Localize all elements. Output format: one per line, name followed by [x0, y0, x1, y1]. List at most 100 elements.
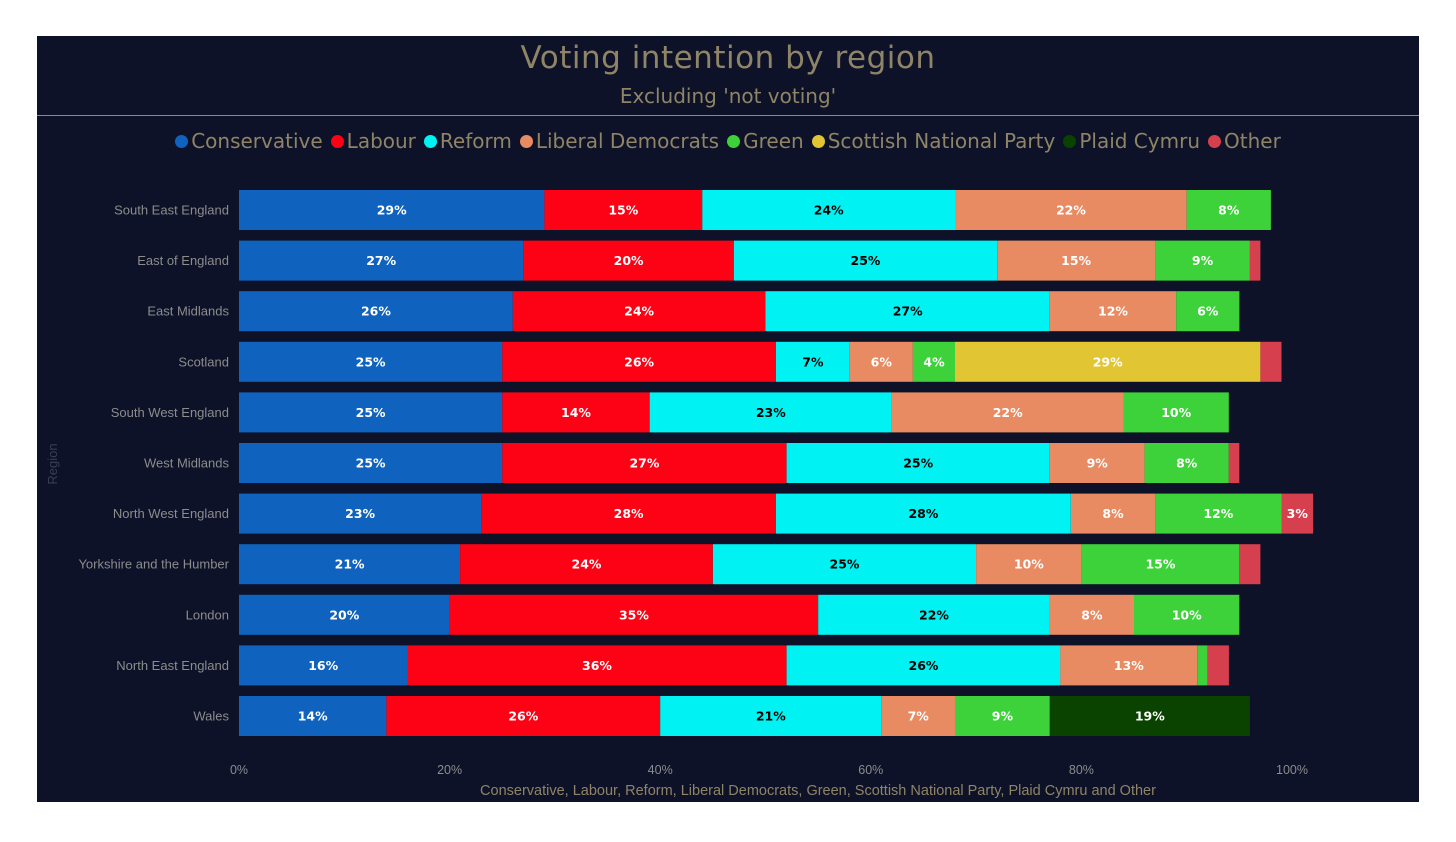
data-label: 28%	[908, 506, 938, 521]
x-tick-label: 20%	[437, 763, 462, 777]
data-label: 15%	[1061, 253, 1091, 268]
data-label: 10%	[1161, 405, 1191, 420]
data-label: 15%	[1145, 557, 1175, 572]
data-label: 7%	[908, 709, 930, 724]
legend-item[interactable]: Other	[1208, 129, 1281, 153]
data-label: 15%	[608, 203, 638, 218]
data-label: 6%	[871, 354, 893, 369]
category-label: London	[186, 607, 229, 622]
bar-segment	[1070, 493, 1156, 534]
legend-label: Conservative	[191, 129, 323, 153]
data-label: 26%	[909, 658, 939, 673]
bar-segment	[997, 240, 1156, 281]
data-label: 21%	[335, 557, 365, 572]
bar-segment	[786, 645, 1061, 686]
bar-segment	[1281, 493, 1314, 534]
bar-segment	[239, 645, 408, 686]
bar-segment	[891, 392, 1124, 433]
legend-item[interactable]: Scottish National Party	[811, 129, 1056, 153]
data-label: 23%	[345, 506, 375, 521]
data-label: 25%	[356, 354, 386, 369]
data-label: 29%	[377, 203, 407, 218]
bar-segment	[955, 190, 1187, 230]
data-label: 28%	[614, 506, 644, 521]
category-label: North East England	[116, 658, 229, 673]
legend-swatch	[423, 134, 437, 148]
bar-segment	[239, 291, 513, 332]
legend-item[interactable]: Green	[727, 129, 804, 153]
bar-segment	[449, 594, 819, 635]
legend-item[interactable]: Liberal Democrats	[519, 129, 719, 153]
bar-segment	[1144, 443, 1229, 483]
data-label: 25%	[356, 405, 386, 420]
data-label: 36%	[582, 658, 612, 673]
data-label: 20%	[614, 253, 644, 268]
title-divider	[37, 115, 1419, 116]
data-label: 12%	[1203, 506, 1233, 521]
data-label: 22%	[993, 405, 1023, 420]
bar-segment	[239, 341, 503, 382]
category-label: Yorkshire and the Humber	[78, 557, 229, 572]
bar-segment	[1049, 291, 1177, 332]
category-label: South West England	[111, 405, 229, 420]
category-label: East Midlands	[147, 304, 229, 319]
bar-segment	[912, 341, 955, 382]
bar-segment	[1049, 594, 1134, 635]
bar-segment	[523, 240, 734, 281]
data-label: 25%	[830, 557, 860, 572]
bar-segment	[649, 392, 892, 433]
data-label: 8%	[1081, 607, 1103, 622]
bar-segment	[481, 493, 776, 534]
bar-segment	[881, 696, 955, 736]
bar-segment	[1060, 645, 1198, 686]
data-label: 8%	[1102, 506, 1124, 521]
legend-item[interactable]: Plaid Cymru	[1063, 129, 1200, 153]
legend-swatch	[519, 134, 533, 148]
bar-segment	[1197, 645, 1208, 686]
bar-segment	[1186, 190, 1271, 230]
bar-segment	[239, 240, 524, 281]
bar-segment	[955, 341, 1261, 382]
legend-label: Scottish National Party	[827, 129, 1056, 153]
data-label: 24%	[572, 557, 602, 572]
bar-segment	[660, 696, 882, 736]
bar-segment	[544, 190, 703, 230]
legend-item[interactable]: Conservative	[175, 129, 323, 153]
x-tick-label: 0%	[230, 763, 248, 777]
bar-segment	[976, 544, 1082, 585]
data-label: 25%	[851, 253, 881, 268]
category-label: East of England	[137, 253, 229, 268]
legend: Conservative Labour Reform Liberal Democrat…	[37, 129, 1419, 153]
legend-item[interactable]: Labour	[330, 129, 416, 153]
data-label: 22%	[919, 607, 949, 622]
x-axis-title: Conservative, Labour, Reform, Liberal De…	[480, 783, 1156, 799]
data-label: 26%	[361, 304, 391, 319]
legend-label: Plaid Cymru	[1079, 129, 1200, 153]
data-label: 27%	[893, 304, 923, 319]
data-label: 14%	[561, 405, 591, 420]
bar-segment	[239, 392, 503, 433]
bar-segment	[1134, 594, 1240, 635]
bar-segment	[502, 392, 650, 433]
bar-segment	[239, 544, 461, 585]
data-label: 3%	[1287, 506, 1309, 521]
data-label: 26%	[624, 354, 654, 369]
bar-segment	[1155, 493, 1282, 534]
legend-label: Other	[1224, 129, 1281, 153]
bar-segment	[733, 240, 998, 281]
legend-item[interactable]: Reform	[423, 129, 512, 153]
data-label: 9%	[1087, 456, 1109, 471]
bar-segment	[1207, 645, 1229, 686]
legend-label: Green	[743, 129, 804, 153]
category-label: North West England	[113, 506, 229, 521]
legend-label: Labour	[346, 129, 416, 153]
bar-segment	[955, 696, 1050, 736]
x-tick-label: 100%	[1276, 763, 1308, 777]
bar-segment	[765, 291, 1050, 332]
legend-swatch	[1063, 134, 1077, 148]
bar-segment	[512, 291, 766, 332]
bar-segment	[239, 696, 387, 736]
data-label: 21%	[756, 709, 786, 724]
data-label: 10%	[1014, 557, 1044, 572]
